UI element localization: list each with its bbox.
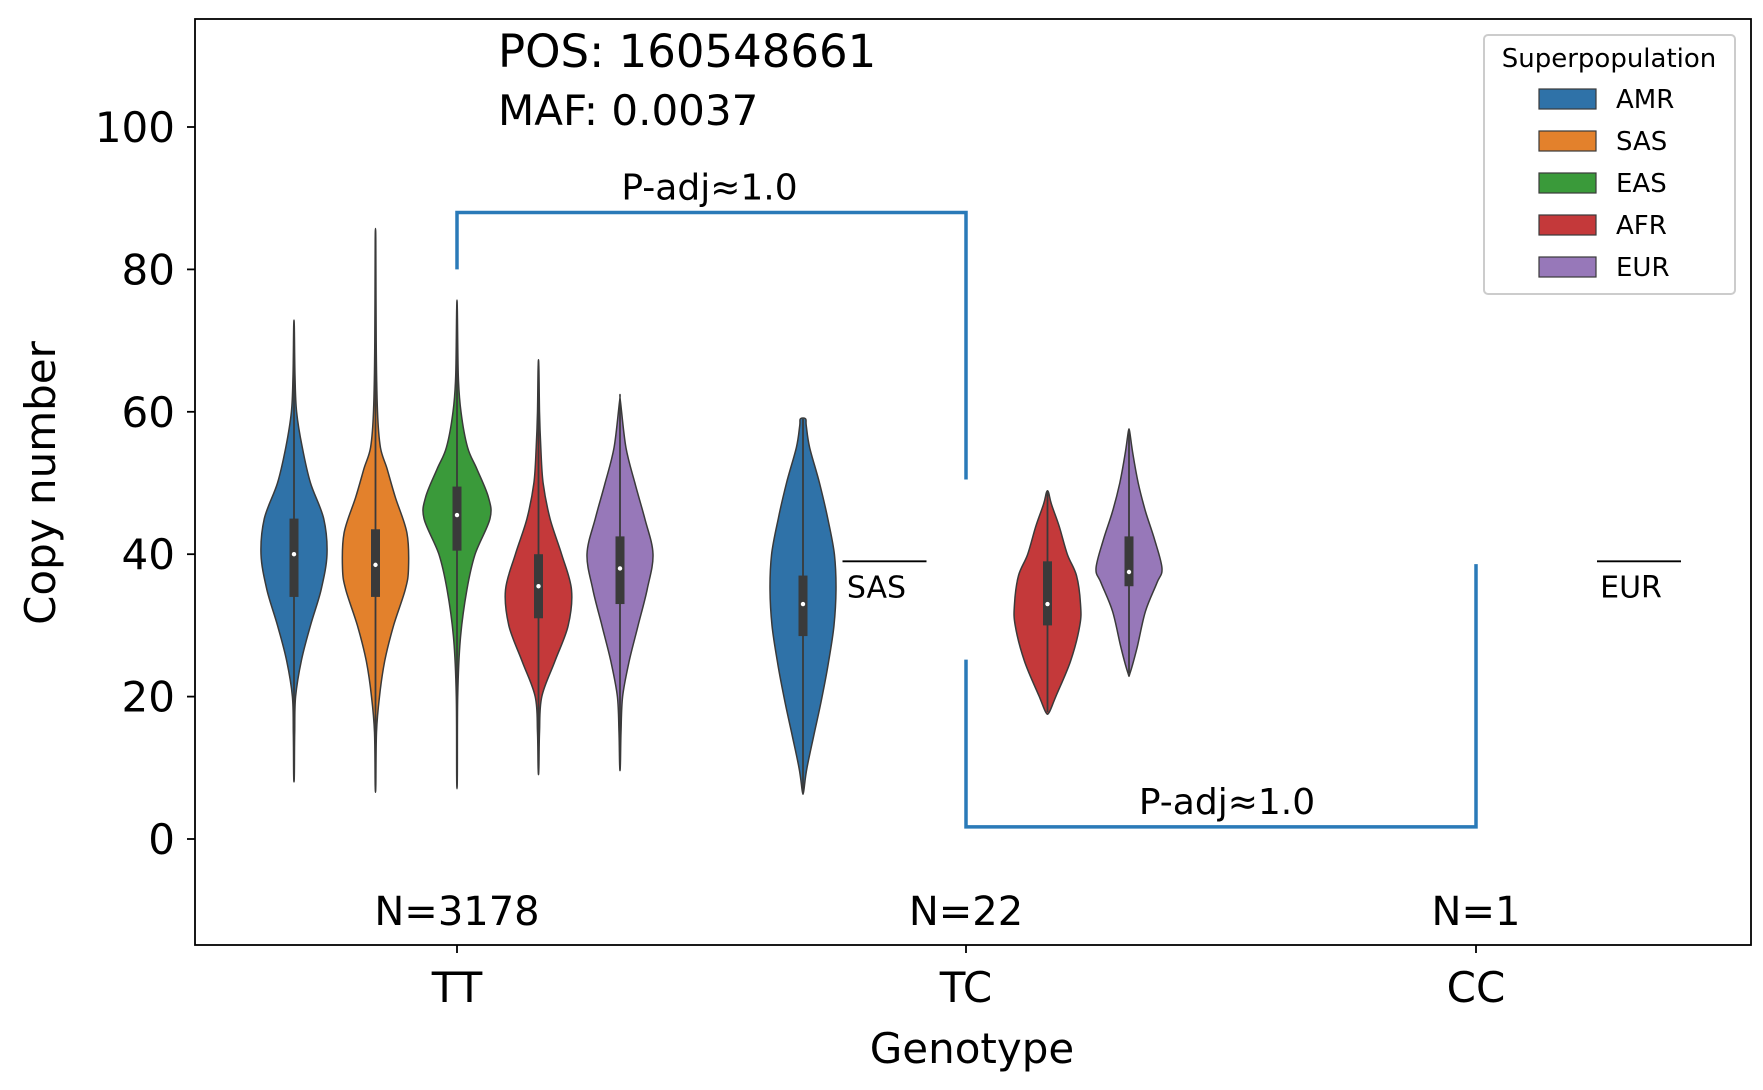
violin-box-tt-eas: [452, 486, 462, 551]
violin-box-tt-amr: [289, 518, 299, 597]
violin-median-tt-eur: [617, 566, 623, 571]
bracket-tt-tc: [455, 210, 968, 480]
violin-box-tc-eur: [1124, 536, 1134, 587]
y-tick-label: 100: [95, 103, 175, 152]
y-tick-label: 40: [122, 530, 175, 579]
x-tick-label-tc: TC: [939, 963, 993, 1012]
violin-median-tt-afr: [536, 584, 541, 589]
x-axis-title: Genotype: [870, 1024, 1075, 1073]
violin-median-tt-eas: [454, 512, 460, 518]
y-tick-label: 60: [122, 388, 175, 437]
y-tick-label: 0: [148, 815, 175, 864]
violin-median-tc-amr: [800, 601, 806, 607]
count-label-cc: N=1: [1432, 889, 1521, 935]
count-label-tc: N=22: [909, 889, 1023, 935]
violin-group: [260, 227, 1163, 795]
violin-median-tc-eur: [1126, 569, 1132, 575]
y-tick-label: 80: [122, 245, 175, 294]
legend-label-sas: SAS: [1616, 127, 1667, 157]
y-axis-title: Copy number: [16, 340, 65, 625]
legend-swatch-eas: [1538, 172, 1597, 194]
count-label-tt: N=3178: [374, 889, 539, 935]
legend-swatch-eur: [1538, 256, 1597, 278]
violin-median-tc-afr: [1045, 601, 1050, 607]
legend-label-amr: AMR: [1616, 85, 1674, 115]
x-tick-label-cc: CC: [1447, 963, 1506, 1012]
legend-label-afr: AFR: [1616, 211, 1667, 241]
violin-median-tt-sas: [373, 562, 378, 568]
violin-median-tt-amr: [291, 552, 297, 557]
y-tick-label: 20: [122, 673, 175, 722]
single-sample-label-eur: EUR: [1600, 570, 1662, 605]
pvalue-label-tt-tc: P-adj≈1.0: [621, 167, 797, 208]
x-axis: TT N=3178 TC N=22 CC N=1: [374, 889, 1520, 1012]
legend: Superpopulation AMR SAS EAS AFR EUR: [1483, 34, 1736, 295]
legend-swatch-afr: [1538, 214, 1597, 236]
legend-swatch-sas: [1538, 130, 1597, 152]
legend-entries: AMR SAS EAS AFR EUR: [1538, 85, 1674, 283]
bracket-tc-cc: [964, 564, 1478, 829]
plot-frame: [194, 18, 1752, 946]
x-tick-label-tt: TT: [431, 963, 483, 1012]
violin-box-tc-afr: [1043, 561, 1052, 626]
significance-brackets: P-adj≈1.0 P-adj≈1.0: [455, 167, 1478, 829]
pvalue-label-tc-cc: P-adj≈1.0: [1139, 782, 1315, 823]
legend-swatch-amr: [1538, 88, 1597, 110]
y-axis: 0 20 40 60 80 100: [95, 103, 195, 864]
maf-annotation: MAF: 0.0037: [498, 86, 758, 135]
legend-title: Superpopulation: [1502, 44, 1717, 74]
legend-label-eur: EUR: [1616, 253, 1670, 283]
legend-label-eas: EAS: [1616, 169, 1667, 199]
position-annotation: POS: 160548661: [498, 25, 876, 78]
single-sample-labels: SAS EUR: [842, 560, 1681, 605]
single-sample-label-sas: SAS: [847, 570, 906, 605]
